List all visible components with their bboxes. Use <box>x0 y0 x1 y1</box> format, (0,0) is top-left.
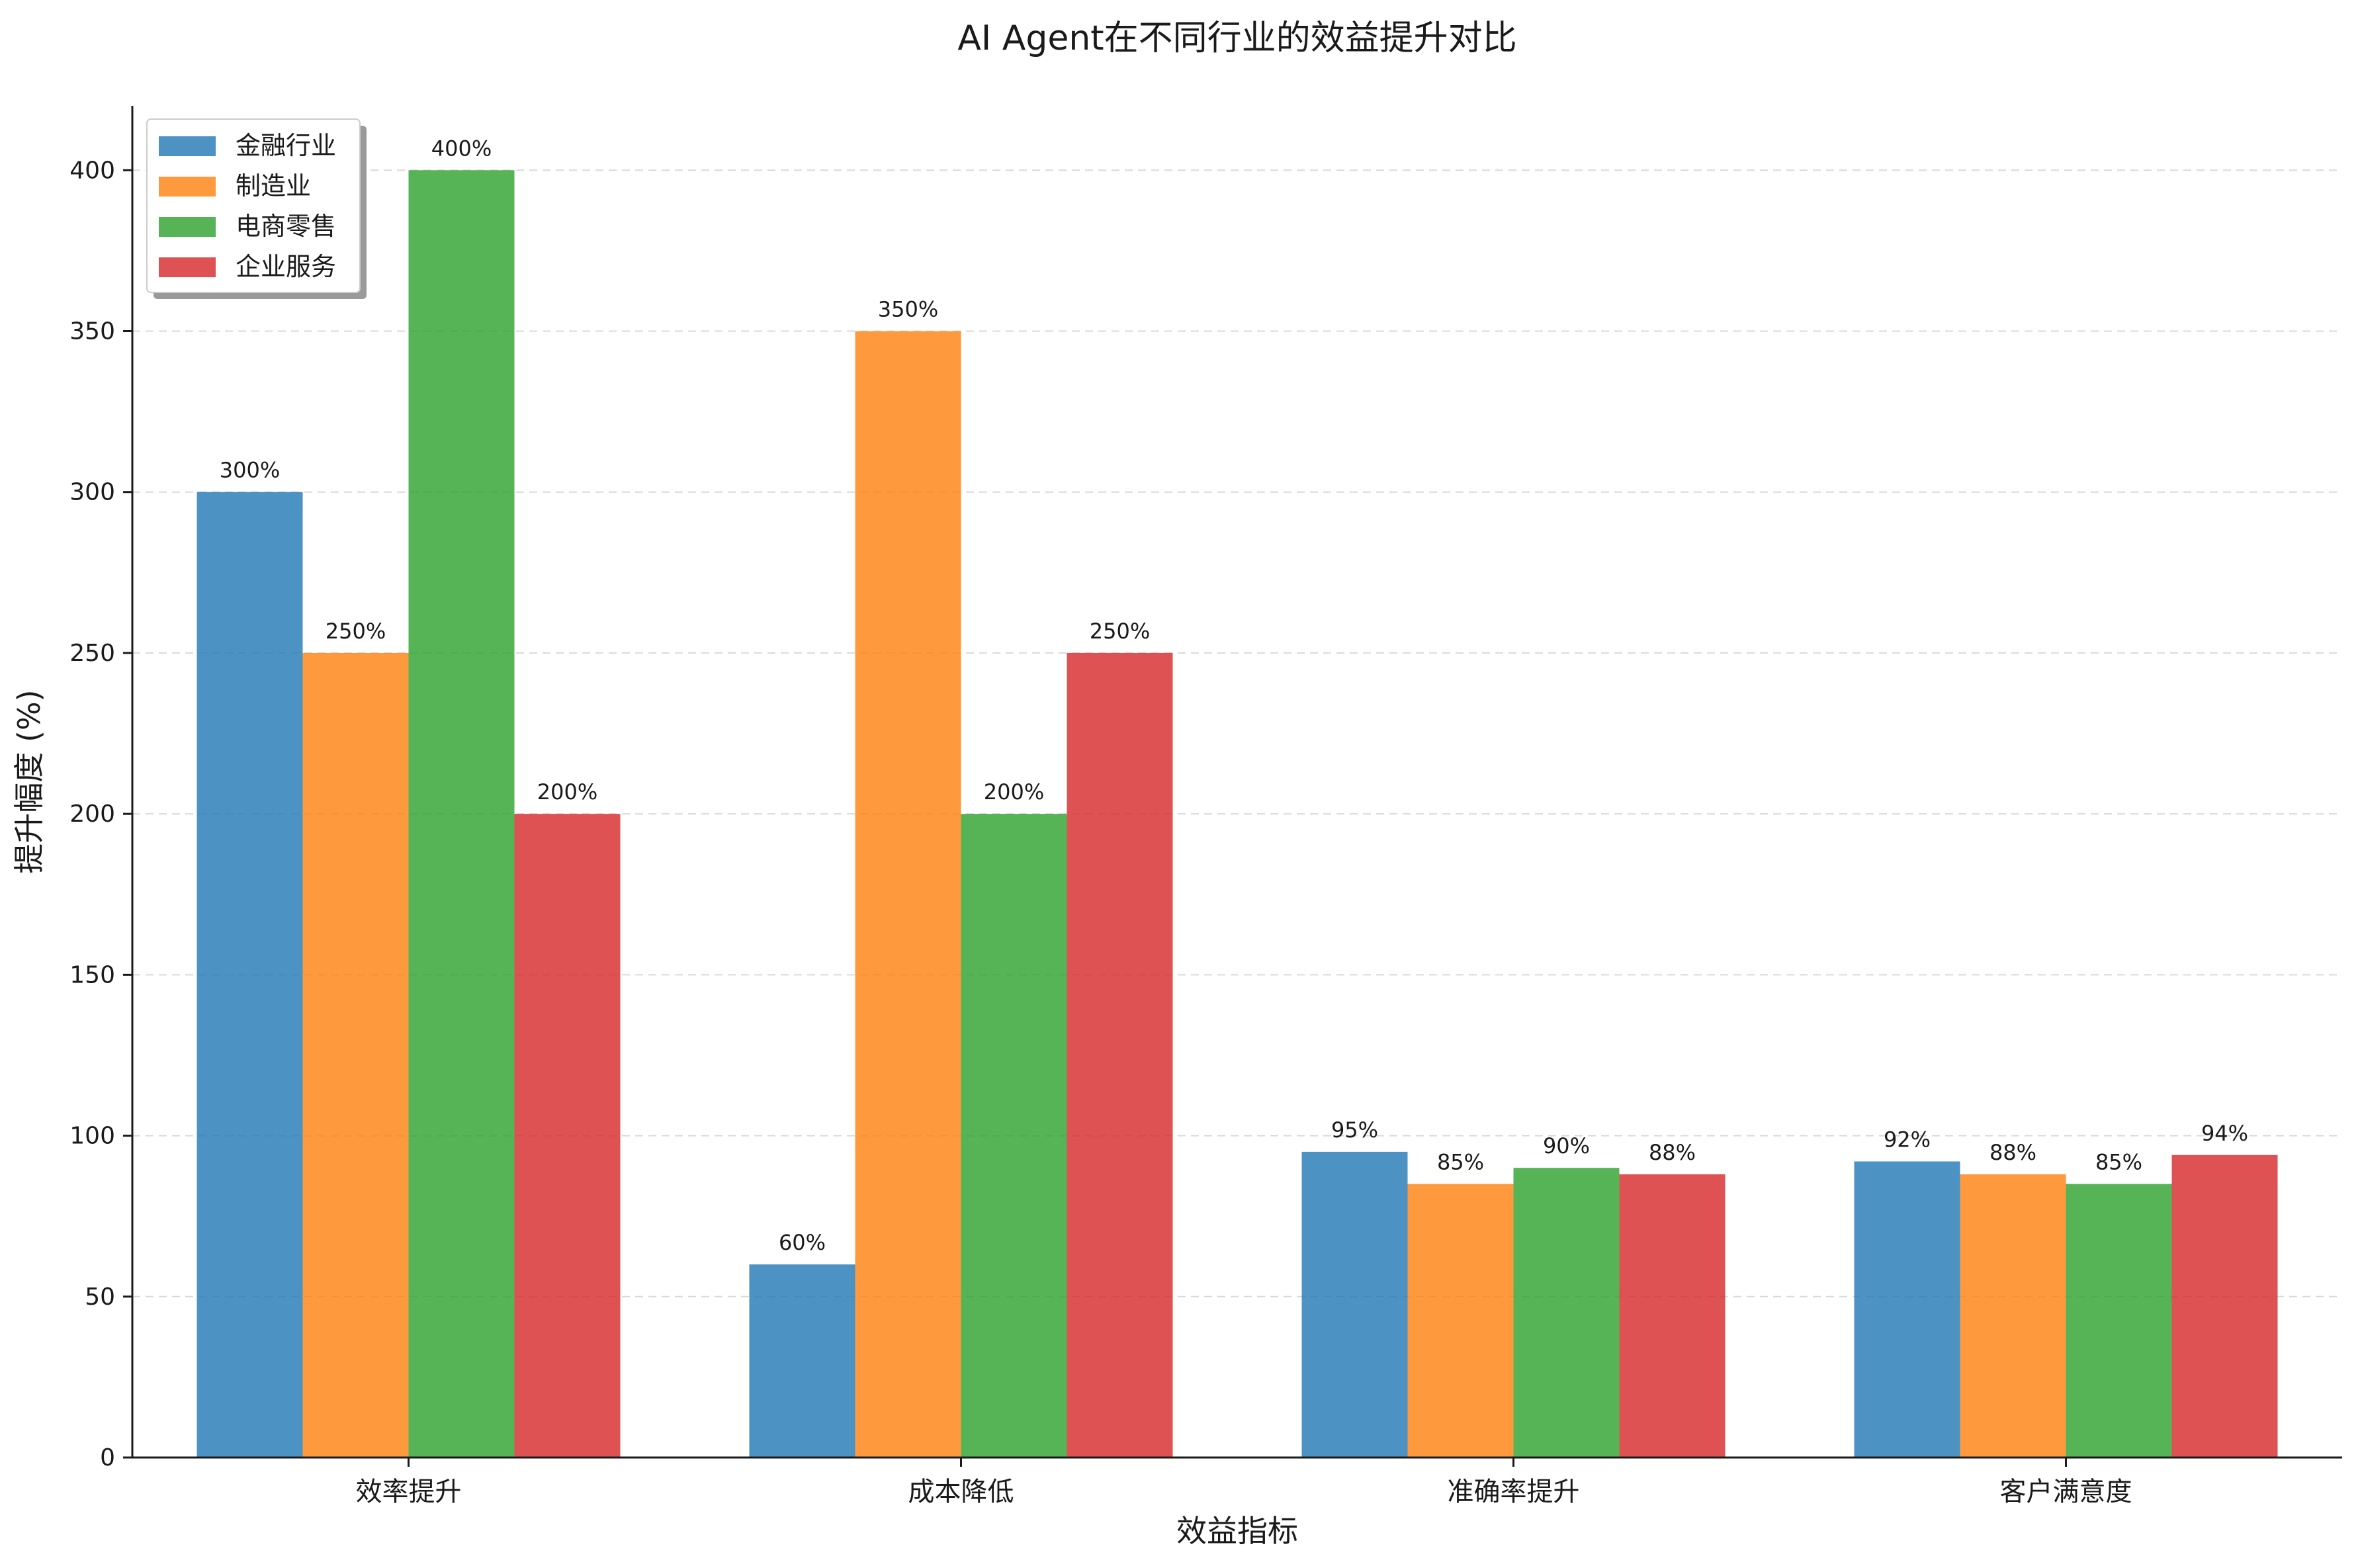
bar <box>1301 1151 1408 1458</box>
bar <box>1513 1168 1620 1458</box>
legend-box <box>146 118 361 293</box>
bar-value-label: 94% <box>2201 1121 2248 1146</box>
bar-value-label: 350% <box>878 297 938 322</box>
bar <box>302 652 409 1458</box>
bar <box>1407 1184 1514 1458</box>
bar <box>197 492 303 1458</box>
bar <box>1960 1174 2066 1458</box>
y-axis-title: 提升幅度 (%) <box>11 689 47 873</box>
bar-value-label: 88% <box>1649 1140 1696 1165</box>
x-axis-title: 效益指标 <box>1176 1513 1298 1549</box>
bar-value-label: 200% <box>984 779 1044 805</box>
gridlines <box>132 169 2342 1297</box>
x-tick-label: 准确率提升 <box>1448 1477 1580 1507</box>
bar-value-label: 85% <box>1437 1150 1484 1175</box>
bar <box>2171 1154 2278 1458</box>
bar-value-label: 85% <box>2095 1150 2142 1175</box>
legend-swatch <box>159 177 216 196</box>
bar-value-label: 300% <box>220 458 280 483</box>
bar <box>408 170 515 1458</box>
x-tick-label: 成本降低 <box>908 1477 1014 1507</box>
legend-swatch <box>159 257 216 277</box>
legend-swatch <box>159 136 216 156</box>
bar-value-label: 250% <box>326 619 386 644</box>
y-tick-label: 400 <box>69 157 115 184</box>
bar-value-label: 95% <box>1331 1117 1378 1143</box>
y-tick-label: 100 <box>69 1123 115 1150</box>
x-tick-label: 效率提升 <box>356 1477 462 1507</box>
legend-label: 制造业 <box>236 171 311 200</box>
legend-label: 金融行业 <box>236 131 336 160</box>
y-tick-label: 200 <box>69 801 115 828</box>
bar-value-label: 92% <box>1884 1127 1931 1152</box>
bar-value-label: 88% <box>1989 1140 2036 1165</box>
y-tick-label: 350 <box>69 318 115 345</box>
bar-value-label: 250% <box>1090 619 1150 644</box>
bar <box>2066 1184 2172 1458</box>
bar-value-label: 60% <box>779 1230 826 1255</box>
bar <box>1854 1161 1960 1458</box>
y-tick-label: 150 <box>69 961 115 988</box>
bar <box>514 814 621 1458</box>
legend-label: 企业服务 <box>236 252 336 281</box>
legend-label: 电商零售 <box>236 212 336 241</box>
bar <box>749 1264 855 1458</box>
y-tick-label: 50 <box>85 1284 115 1311</box>
legend-swatch <box>159 217 216 237</box>
y-tick-label: 250 <box>69 640 115 667</box>
bar <box>1619 1174 1726 1458</box>
bar-value-label: 90% <box>1543 1133 1590 1158</box>
value-labels: 300% 250% 400% 200% 60% 350% 200% 250% 95% 85% 90%… <box>220 136 2248 1255</box>
x-tick-label: 客户满意度 <box>2000 1477 2132 1507</box>
y-tick-label: 0 <box>100 1444 115 1471</box>
bar <box>855 331 961 1458</box>
bar-value-label: 200% <box>537 779 597 805</box>
bars <box>197 170 2278 1458</box>
bar <box>1067 652 1173 1458</box>
bar <box>961 814 1067 1458</box>
axes: 0 50 100 150 200 250 300 350 400 效率提升 成本降低 准确率提升 客户满… <box>69 106 2342 1507</box>
y-tick-label: 300 <box>69 479 115 506</box>
bar-value-label: 400% <box>431 136 492 161</box>
chart-title: AI Agent在不同行业的效益提升对比 <box>957 19 1516 58</box>
